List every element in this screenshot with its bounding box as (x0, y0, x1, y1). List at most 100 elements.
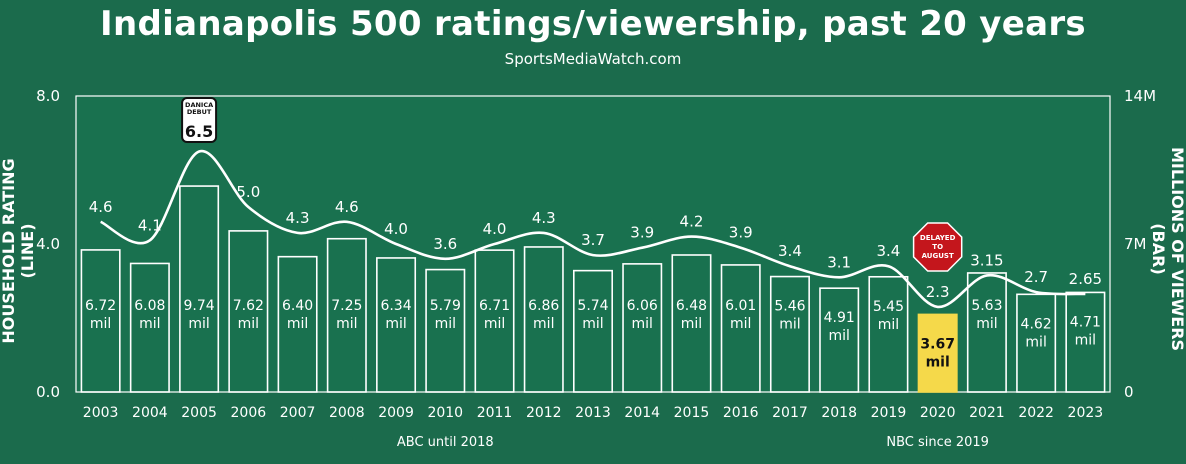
bar-unit-label: mil (582, 316, 603, 332)
x-tick-label: 2020 (920, 405, 956, 421)
left-tick-label: 4.0 (36, 235, 60, 253)
rating-value-label: 4.0 (483, 220, 507, 238)
x-tick-label: 2015 (674, 405, 710, 421)
x-tick-label: 2023 (1068, 405, 1104, 421)
rating-value-label: 2.7 (1024, 268, 1048, 286)
bar-value-label: 4.91 (824, 310, 855, 326)
rating-value-label: 4.2 (680, 213, 704, 231)
bar-value-label: 7.25 (331, 298, 362, 314)
rating-value-label: 4.6 (335, 198, 359, 216)
rating-value-label: 4.0 (384, 220, 408, 238)
badge-caption: DANICA (185, 101, 213, 109)
rating-value-label: 5.0 (236, 183, 260, 201)
x-tick-label: 2018 (821, 405, 857, 421)
bar-unit-label: mil (926, 354, 950, 370)
bar (277, 255, 318, 393)
rating-value-label: 3.15 (970, 251, 1003, 269)
bar-unit-label: mil (779, 317, 800, 333)
chart-title: Indianapolis 500 ratings/viewership, pas… (100, 4, 1086, 44)
rating-value-label: 3.9 (729, 224, 753, 242)
bar-unit-label: mil (632, 316, 653, 332)
x-tick-label: 2008 (329, 405, 365, 421)
bar (622, 263, 663, 393)
bar (966, 272, 1007, 393)
right-tick-label: 7M (1124, 235, 1147, 253)
bar-value-label: 5.74 (577, 298, 608, 314)
bar-value-label: 9.74 (184, 298, 215, 314)
network-label: NBC since 2019 (886, 435, 989, 450)
bar-unit-label: mil (139, 316, 160, 332)
bar (868, 275, 909, 393)
bar (179, 185, 220, 393)
bar-unit-label: mil (878, 317, 899, 333)
bar-value-label: 4.71 (1070, 314, 1101, 330)
bar-unit-label: mil (976, 316, 997, 332)
rating-value-label: 3.1 (827, 253, 851, 271)
stop-sign-caption: TO (932, 243, 943, 251)
bar-value-label: 7.62 (233, 298, 264, 314)
bar-unit-label: mil (238, 316, 259, 332)
rating-value-label: 3.4 (876, 242, 900, 260)
x-tick-label: 2013 (575, 405, 611, 421)
bar (523, 246, 564, 393)
bar-unit-label: mil (188, 316, 209, 332)
x-tick-label: 2019 (871, 405, 907, 421)
rating-value-label: 2.3 (926, 283, 950, 301)
x-tick-label: 2022 (1018, 405, 1054, 421)
x-tick-label: 2012 (526, 405, 562, 421)
x-tick-label: 2004 (132, 405, 168, 421)
x-tick-label: 2011 (477, 405, 513, 421)
rating-value-label: 3.6 (433, 235, 457, 253)
bar-value-label: 4.62 (1021, 316, 1052, 332)
bar-unit-label: mil (730, 316, 751, 332)
bar-unit-label: mil (385, 316, 406, 332)
bar (425, 268, 466, 393)
stop-sign-caption: AUGUST (922, 252, 954, 260)
bar-value-label: 5.46 (774, 299, 805, 315)
rating-value-label: 3.9 (630, 224, 654, 242)
bar-value-label: 5.63 (971, 298, 1002, 314)
x-tick-label: 2016 (723, 405, 759, 421)
bar (1016, 293, 1057, 393)
bar-value-label: 6.40 (282, 298, 313, 314)
rating-value-label: 4.3 (532, 209, 556, 227)
bar-value-label: 6.08 (134, 298, 165, 314)
rating-value-label: 3.7 (581, 231, 605, 249)
bar-value-label: 5.45 (873, 299, 904, 315)
danica-badge (181, 97, 218, 143)
bar-value-label: 6.34 (380, 298, 411, 314)
bar (671, 254, 712, 393)
bar-value-label: 6.86 (528, 298, 559, 314)
rating-line (100, 150, 1086, 309)
x-tick-label: 2003 (83, 405, 119, 421)
bar (376, 257, 417, 393)
bar (917, 313, 958, 393)
bar (572, 269, 614, 393)
x-tick-label: 2006 (231, 405, 267, 421)
rating-value-label: 4.6 (89, 198, 113, 216)
bar-unit-label: mil (435, 316, 456, 332)
rating-value-label: 2.65 (1069, 270, 1102, 288)
right-tick-label: 0 (1124, 383, 1134, 401)
rating-value-label: 3.4 (778, 242, 802, 260)
x-tick-label: 2007 (280, 405, 316, 421)
x-tick-label: 2009 (378, 405, 414, 421)
stop-sign-icon (912, 222, 963, 272)
bar-value-label: 6.72 (85, 298, 116, 314)
bar-unit-label: mil (1025, 334, 1046, 350)
stop-sign-caption: DELAYED (920, 234, 956, 242)
bar-value-label: 5.79 (430, 298, 461, 314)
right-tick-label: 14M (1124, 87, 1156, 105)
left-tick-label: 8.0 (36, 87, 60, 105)
bar-value-label: 6.48 (676, 298, 707, 314)
bar-value-label: 3.67 (920, 336, 955, 352)
bar-unit-label: mil (336, 316, 357, 332)
bar-unit-label: mil (1075, 332, 1096, 348)
x-tick-label: 2010 (427, 405, 463, 421)
bar-unit-label: mil (681, 316, 702, 332)
bar (474, 249, 515, 393)
bar (1065, 291, 1106, 393)
bar-unit-label: mil (287, 316, 308, 332)
bar-unit-label: mil (533, 316, 554, 332)
